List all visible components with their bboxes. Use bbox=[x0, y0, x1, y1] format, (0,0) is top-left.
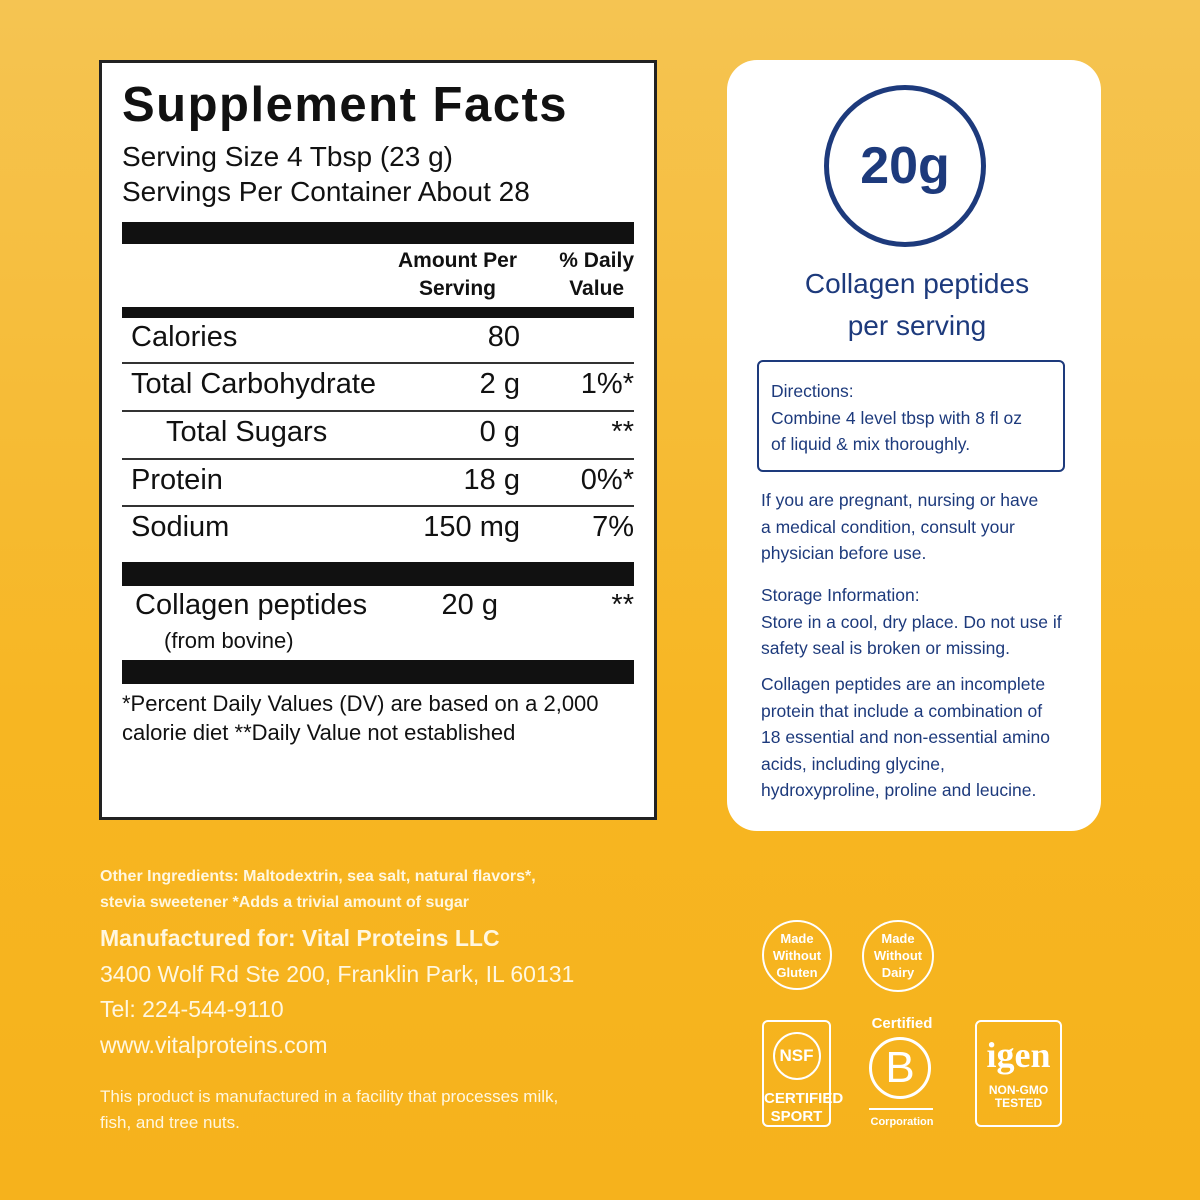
badge-20g: 20g bbox=[824, 85, 986, 247]
dv-header: % Daily Value bbox=[559, 249, 634, 300]
nutrient-name: Calories bbox=[131, 321, 238, 353]
footnote: *Percent Daily Values (DV) are based on … bbox=[122, 691, 599, 745]
directions: Directions: Combine 4 level tbsp with 8 f… bbox=[771, 381, 1022, 454]
igen-badge: igen NON-GMO TESTED bbox=[975, 1020, 1062, 1127]
row-line bbox=[122, 410, 634, 412]
manufacturer-info: Manufactured for: Vital Proteins LLC 3400… bbox=[100, 925, 575, 1058]
nutrient-amount: 80 bbox=[487, 321, 520, 353]
gluten-free-badge: Made Without Gluten bbox=[762, 920, 832, 990]
facility-note: This product is manufactured in a facili… bbox=[100, 1087, 559, 1132]
nutrient-name: Protein bbox=[131, 464, 223, 496]
nutrient-dv: 7% bbox=[592, 511, 634, 543]
divider bbox=[122, 222, 634, 244]
collagen-name: Collagen peptides bbox=[135, 589, 368, 621]
warning: If you are pregnant, nursing or have a me… bbox=[761, 490, 1039, 563]
storage: Storage Information: Store in a cool, dry… bbox=[761, 585, 1062, 658]
collagen-dv: ** bbox=[611, 589, 634, 621]
ingredients: Other Ingredients: Maltodextrin, sea sal… bbox=[100, 868, 536, 911]
divider bbox=[122, 562, 634, 586]
nutrient-amount: 18 g bbox=[463, 464, 520, 496]
nutrient-name: Total Carbohydrate bbox=[131, 368, 377, 400]
row-line bbox=[122, 458, 634, 460]
serving-size: Serving Size 4 Tbsp (23 g) bbox=[122, 141, 453, 172]
bcorp-logo: B bbox=[869, 1037, 931, 1099]
nutrient-amount: 2 g bbox=[479, 368, 520, 400]
facts-title: Supplement Facts bbox=[122, 78, 569, 132]
directions-box: Directions: Combine 4 level tbsp with 8 f… bbox=[757, 360, 1065, 472]
servings-per-container: Servings Per Container About 28 bbox=[122, 176, 530, 207]
bcorp-top: Certified bbox=[871, 1015, 933, 1032]
dairy-free-badge: Made Without Dairy bbox=[862, 920, 934, 992]
nutrient-dv: ** bbox=[611, 416, 634, 448]
nutrient-dv: 0%* bbox=[580, 464, 634, 496]
badge-caption: Collagen peptides per serving bbox=[804, 268, 1030, 341]
divider bbox=[122, 660, 634, 684]
nutrient-name: Sodium bbox=[131, 511, 230, 543]
divider bbox=[122, 307, 634, 318]
amount-header: Amount Per Serving bbox=[397, 249, 517, 300]
info-card: 20g Collagen peptides per serving Directi… bbox=[727, 60, 1101, 831]
supplement-facts: Supplement Facts Serving Size 4 Tbsp (23… bbox=[99, 60, 657, 820]
nutrient-amount: 0 g bbox=[479, 416, 520, 448]
nutrient-name: Total Sugars bbox=[166, 416, 328, 448]
nutrient-dv: 1%* bbox=[580, 368, 634, 400]
row-line bbox=[122, 362, 634, 364]
collagen-amount: 20 g bbox=[441, 589, 498, 621]
bcorp-bottom: Corporation bbox=[870, 1116, 934, 1128]
info: Collagen peptides are an incomplete prote… bbox=[761, 674, 1050, 800]
row-line bbox=[122, 505, 634, 507]
bcorp-rule bbox=[869, 1108, 933, 1110]
collagen-source: (from bovine) bbox=[164, 628, 294, 653]
nutrient-amount: 150 mg bbox=[423, 511, 520, 543]
nsf-badge: NSF CERTIFIED SPORT bbox=[762, 1020, 843, 1127]
